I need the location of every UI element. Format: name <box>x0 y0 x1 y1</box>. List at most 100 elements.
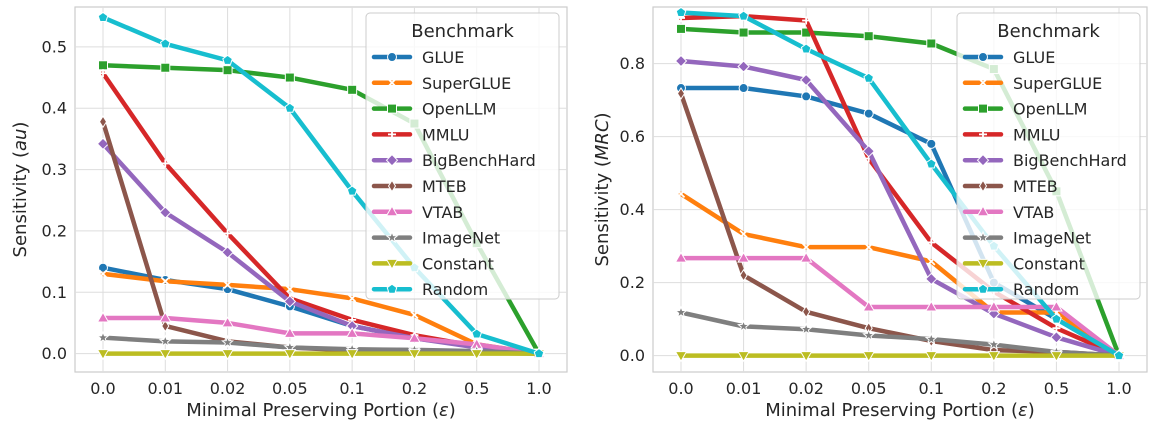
data-point <box>221 335 235 349</box>
legend-marker <box>976 230 990 244</box>
data-point <box>674 54 688 68</box>
legend-label: SuperGLUE <box>422 74 511 93</box>
series-line <box>100 315 542 356</box>
data-point <box>674 251 688 263</box>
legend-label: SuperGLUE <box>1013 74 1102 93</box>
legend-item: BigBenchHard <box>371 151 536 170</box>
legend-marker <box>976 205 990 217</box>
legend-marker <box>385 205 399 217</box>
y-axis-label-close: ) <box>10 122 31 129</box>
series-constant <box>674 351 1126 363</box>
data-point <box>676 189 686 199</box>
data-point <box>222 54 233 65</box>
data-point <box>924 351 938 363</box>
data-point <box>737 319 751 332</box>
legend-label: BigBenchHard <box>422 151 536 170</box>
data-point <box>800 43 812 54</box>
legend-label: MMLU <box>422 125 469 144</box>
x-axis-label-close: ) <box>449 400 456 421</box>
legend-item: SuperGLUE <box>371 74 511 93</box>
y-axis-label-symbol: MRC <box>592 119 613 160</box>
data-point <box>1052 324 1061 333</box>
data-point <box>283 295 297 308</box>
data-point <box>97 11 109 22</box>
legend-marker <box>978 52 988 62</box>
y-axis-label-close: ) <box>592 112 613 119</box>
series-line <box>100 271 542 356</box>
data-point <box>159 38 171 49</box>
legend: Benchmark GLUE SuperGLUE OpenLLM MMLU BigBenc… <box>956 12 1141 300</box>
legend-label: VTAB <box>1013 203 1054 222</box>
legend-label: Constant <box>1013 254 1085 273</box>
data-point <box>924 300 938 312</box>
data-point <box>408 349 421 361</box>
data-point <box>676 87 686 100</box>
legend-label: MTEB <box>1013 177 1058 196</box>
data-point <box>1050 331 1063 344</box>
y-tick-label: 0.2 <box>42 221 67 240</box>
series-line <box>678 191 1122 358</box>
legend-item: Constant <box>371 254 494 273</box>
data-point <box>1050 351 1063 363</box>
y-tick-label: 0.8 <box>620 54 645 73</box>
data-point <box>96 349 110 361</box>
data-point <box>347 84 358 95</box>
legend-item: ImageNet <box>962 229 1091 248</box>
data-point <box>864 243 873 252</box>
legend-marker <box>977 283 989 294</box>
legend-marker <box>387 78 397 87</box>
data-point <box>925 272 938 286</box>
x-tick-label: 0.0 <box>90 379 115 398</box>
legend-item: Random <box>962 280 1079 299</box>
data-point <box>283 349 297 361</box>
y-tick-label: 0.4 <box>620 200 645 219</box>
legend-marker <box>979 130 987 139</box>
data-point <box>223 229 232 238</box>
legend-label: VTAB <box>422 203 463 222</box>
legend-item: SuperGLUE <box>962 74 1102 93</box>
y-axis-label: Sensitivity (MRC) <box>592 112 613 266</box>
data-point <box>283 326 297 338</box>
legend-item: ImageNet <box>371 229 500 248</box>
data-point <box>99 69 107 78</box>
legend-title: Benchmark <box>411 21 514 42</box>
data-point <box>802 16 811 25</box>
series-constant <box>96 349 546 361</box>
data-point <box>987 337 1001 351</box>
data-point <box>739 229 748 239</box>
legend-item: VTAB <box>371 203 463 222</box>
x-tick-label: 0.02 <box>210 379 246 398</box>
data-point <box>158 334 172 347</box>
x-axis-label: Minimal Preserving Portion (ε) <box>186 400 456 421</box>
x-tick-label: 1.0 <box>1106 379 1131 398</box>
y-axis-label: Sensitivity (au) <box>10 122 31 258</box>
legend-marker <box>978 78 988 87</box>
legend-box <box>956 12 1141 300</box>
legend-marker <box>978 179 988 193</box>
legend-marker <box>386 283 398 294</box>
data-point <box>410 310 419 320</box>
data-point <box>862 300 876 312</box>
legend-marker <box>385 230 399 244</box>
legend-marker <box>387 103 397 114</box>
data-point <box>1113 349 1125 361</box>
x-tick-label: 0.1 <box>919 379 944 398</box>
data-point <box>284 72 295 83</box>
data-point <box>738 10 749 21</box>
data-point <box>676 23 686 34</box>
legend-label: Random <box>1013 280 1079 299</box>
series-vtab <box>96 311 546 359</box>
legend-label: ImageNet <box>1013 229 1091 248</box>
data-point <box>799 251 813 263</box>
data-point <box>161 277 170 286</box>
data-point <box>96 330 110 344</box>
data-point <box>223 280 232 290</box>
legend-item: Constant <box>962 254 1085 273</box>
data-point <box>926 138 937 149</box>
legend-label: GLUE <box>422 48 464 67</box>
data-point <box>161 319 170 333</box>
x-axis-label: Minimal Preserving Portion (ε) <box>765 400 1035 421</box>
data-point <box>675 6 687 18</box>
legend-item: MMLU <box>371 125 469 144</box>
legend-item: MTEB <box>371 177 467 196</box>
